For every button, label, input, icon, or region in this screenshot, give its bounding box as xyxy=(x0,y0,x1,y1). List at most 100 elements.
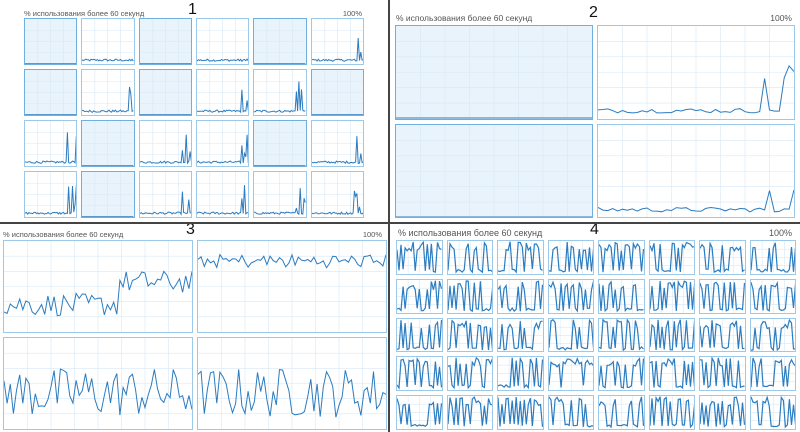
cpu-graph-cell xyxy=(253,18,307,65)
cpu-graph xyxy=(599,279,644,313)
cpu-graph-cell xyxy=(699,240,746,275)
cpu-graph xyxy=(498,241,543,274)
cpu-graph xyxy=(197,70,249,115)
cpu-usage-line xyxy=(397,241,442,273)
cpu-graph-cell xyxy=(24,120,78,167)
cpu-graph-cell xyxy=(749,240,796,275)
cpu-usage-line xyxy=(649,358,694,390)
cpu-graph-cell xyxy=(699,317,746,353)
cpu-graph-cell xyxy=(648,395,695,430)
cpu-graph-cell xyxy=(24,69,78,116)
cpu-graph-cell xyxy=(547,395,594,430)
cpu-usage-line xyxy=(700,241,745,273)
cpu-graph xyxy=(599,357,644,391)
cpu-graph xyxy=(649,396,694,429)
cpu-graph xyxy=(197,172,249,217)
cpu-graph-cell xyxy=(196,18,250,65)
cpu-graph-cell xyxy=(749,278,796,314)
cpu-usage-line xyxy=(599,396,644,429)
cpu-usage-line xyxy=(700,357,745,390)
cpu-graph xyxy=(447,279,492,313)
cpu-usage-line xyxy=(750,358,795,388)
cpu-usage-line xyxy=(548,318,593,351)
cpu-usage-line xyxy=(598,189,794,212)
cpu-usage-line xyxy=(311,136,363,164)
cpu-usage-line xyxy=(82,58,134,62)
cpu-graph-cell xyxy=(396,395,443,430)
cpu-graph xyxy=(700,241,745,274)
cpu-usage-line xyxy=(397,319,442,351)
cpu-graph xyxy=(649,241,694,274)
cpu-usage-line xyxy=(447,280,492,312)
panel-4-number: 4 xyxy=(590,224,599,238)
cpu-graph-cell xyxy=(395,25,593,120)
cpu-graph-cell xyxy=(446,278,493,314)
cpu-graph xyxy=(311,121,363,166)
cpu-graph xyxy=(599,396,644,429)
cpu-usage-line xyxy=(750,280,795,312)
cpu-graph xyxy=(139,70,191,115)
panel-2-grid xyxy=(395,25,795,218)
cpu-usage-line xyxy=(197,58,249,63)
cpu-usage-line xyxy=(197,134,249,165)
cpu-graph xyxy=(82,19,134,64)
cpu-graph-cell xyxy=(197,337,387,430)
cpu-usage-line xyxy=(649,279,694,311)
cpu-graph-cell xyxy=(597,25,795,120)
cpu-graph xyxy=(82,70,134,115)
cpu-usage-line xyxy=(447,357,492,390)
cpu-graph-cell xyxy=(497,278,544,314)
cpu-usage-line xyxy=(447,396,492,427)
cpu-usage-line xyxy=(598,64,794,114)
cpu-graph xyxy=(4,241,192,332)
cpu-graph-cell xyxy=(598,395,645,430)
cpu-graph xyxy=(25,172,77,217)
panel-4-caption: % использования более 60 секунд xyxy=(398,228,543,238)
cpu-graph-cell xyxy=(648,356,695,392)
cpu-usage-line xyxy=(197,89,249,114)
cpu-graph-cell xyxy=(138,171,192,218)
cpu-graph-cell xyxy=(598,278,645,314)
cpu-graph xyxy=(447,241,492,274)
cpu-graph xyxy=(311,172,363,217)
cpu-usage-line xyxy=(198,369,386,418)
cpu-graph-cell xyxy=(497,317,544,353)
cpu-usage-line xyxy=(548,280,593,313)
panel-2-number: 2 xyxy=(589,4,598,21)
cpu-graph xyxy=(397,318,442,352)
cpu-graph-cell xyxy=(253,120,307,167)
cpu-graph xyxy=(649,318,694,352)
cpu-graph xyxy=(447,396,492,429)
cpu-usage-line xyxy=(599,318,644,351)
cpu-graph-cell xyxy=(446,317,493,353)
cpu-graph-cell xyxy=(547,356,594,392)
cpu-usage-line xyxy=(397,280,442,312)
cpu-graph xyxy=(599,318,644,352)
cpu-graph-cell xyxy=(81,120,135,167)
cpu-graph-cell xyxy=(81,18,135,65)
cpu-graph xyxy=(139,19,191,64)
cpu-usage-line xyxy=(139,191,191,216)
cpu-graph-cell xyxy=(597,123,795,218)
cpu-usage-line xyxy=(649,241,694,273)
cpu-graph xyxy=(750,318,795,352)
cpu-graph xyxy=(397,396,442,429)
cpu-graph-cell xyxy=(310,120,364,167)
cpu-usage-line xyxy=(599,280,644,313)
cpu-usage-line xyxy=(198,253,386,269)
cpu-graph-cell xyxy=(648,317,695,353)
cpu-graph xyxy=(198,338,386,429)
cpu-graph-cell xyxy=(648,278,695,314)
cpu-graph-cell xyxy=(24,18,78,65)
cpu-graph-cell xyxy=(81,171,135,218)
cpu-usage-line xyxy=(4,368,192,416)
cpu-graph-cell xyxy=(196,171,250,218)
cpu-graph xyxy=(447,357,492,391)
cpu-graph-cell xyxy=(3,337,193,430)
cpu-graph-cell xyxy=(253,171,307,218)
cpu-graph-cell xyxy=(547,317,594,353)
cpu-graph-cell xyxy=(699,356,746,392)
cpu-graph-cell xyxy=(310,69,364,116)
cpu-graph xyxy=(598,124,794,217)
cpu-graph-cell xyxy=(497,240,544,275)
